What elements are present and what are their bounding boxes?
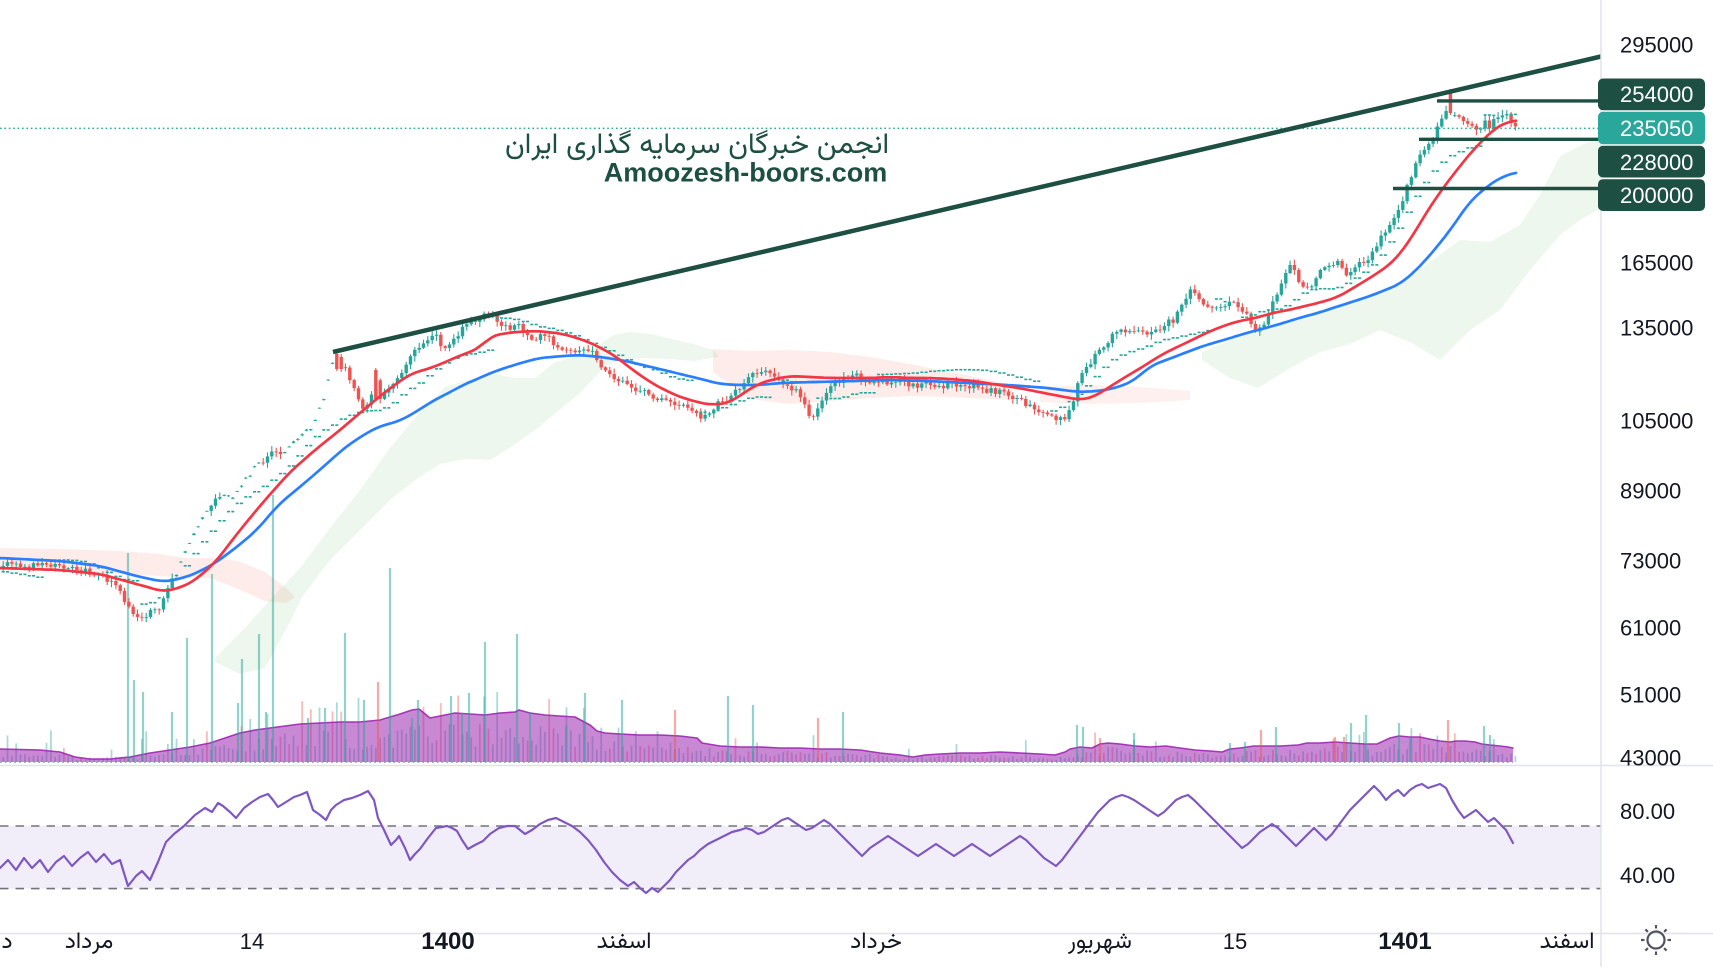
svg-text:14: 14 [240, 929, 264, 954]
svg-text:51000: 51000 [1620, 683, 1681, 708]
svg-text:235050: 235050 [1620, 116, 1693, 141]
svg-text:105000: 105000 [1620, 409, 1693, 434]
svg-text:Amoozesh-boors.com: Amoozesh-boors.com [604, 158, 888, 188]
svg-text:165000: 165000 [1620, 251, 1693, 276]
svg-text:15: 15 [1223, 929, 1247, 954]
svg-text:43000: 43000 [1620, 746, 1681, 771]
svg-text:40.00: 40.00 [1620, 863, 1675, 888]
svg-text:1400: 1400 [421, 928, 474, 955]
svg-text:1401: 1401 [1378, 928, 1431, 955]
svg-text:228000: 228000 [1620, 150, 1693, 175]
svg-text:254000: 254000 [1620, 82, 1693, 107]
svg-text:295000: 295000 [1620, 33, 1693, 58]
svg-text:73000: 73000 [1620, 549, 1681, 574]
svg-text:200000: 200000 [1620, 183, 1693, 208]
svg-text:135000: 135000 [1620, 316, 1693, 341]
svg-text:80.00: 80.00 [1620, 799, 1675, 824]
svg-text:61000: 61000 [1620, 616, 1681, 641]
svg-text:89000: 89000 [1620, 479, 1681, 504]
